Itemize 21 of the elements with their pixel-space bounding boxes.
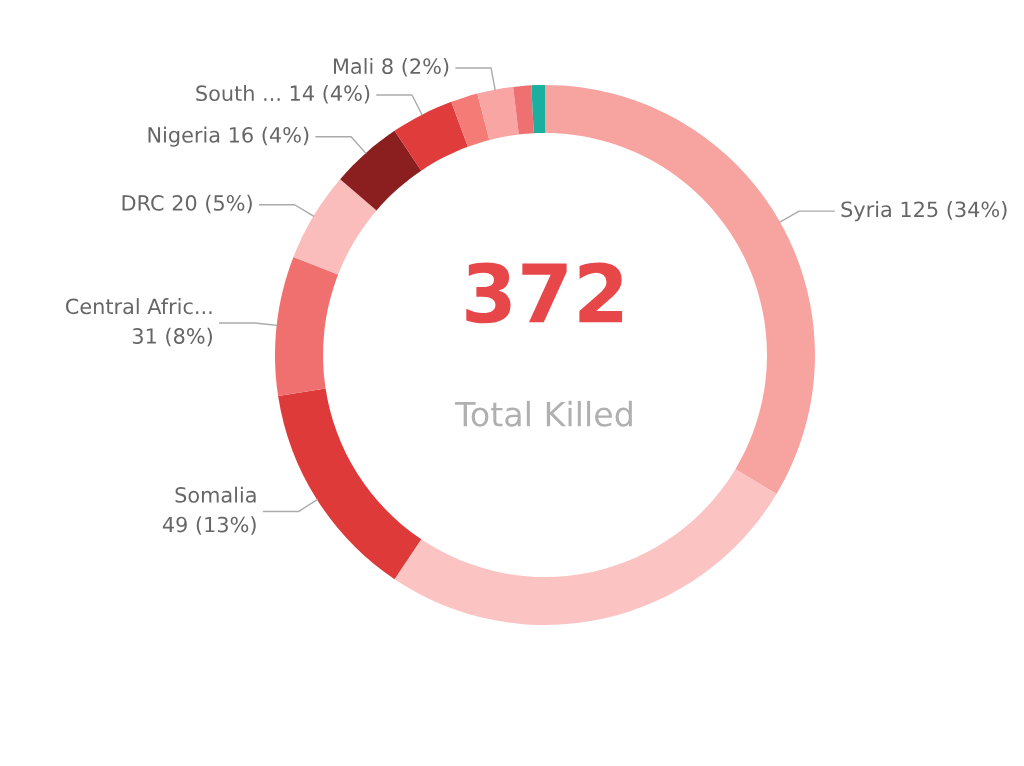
slice-label: Somalia <box>175 486 256 503</box>
donut-slice <box>531 85 545 134</box>
data-label: 31 (8%) <box>132 327 212 347</box>
slice-label: Nigeria 16 (4%) <box>148 126 309 147</box>
donut-slice <box>394 101 468 171</box>
donut-slice <box>513 85 534 135</box>
donut-slice <box>477 86 519 141</box>
donut-slice <box>293 179 377 275</box>
donut-slice <box>278 388 422 580</box>
text: Total Killed <box>455 400 632 427</box>
donut-slice <box>275 256 339 396</box>
slice-label: South ... 14 (4%) <box>196 84 370 104</box>
data-label: 49 (13%) <box>162 516 256 535</box>
donut-slice <box>340 130 422 211</box>
slice-label: Mali 8 (2%) <box>333 57 449 77</box>
slice-label: Syria 125 (34%) <box>841 201 1007 222</box>
donut-slice <box>394 469 777 625</box>
donut-slice <box>451 93 490 147</box>
slice-label: DRC 20 (5%) <box>122 194 252 214</box>
text: 372 <box>466 262 623 324</box>
slice-label: Central Afric... <box>65 298 212 315</box>
